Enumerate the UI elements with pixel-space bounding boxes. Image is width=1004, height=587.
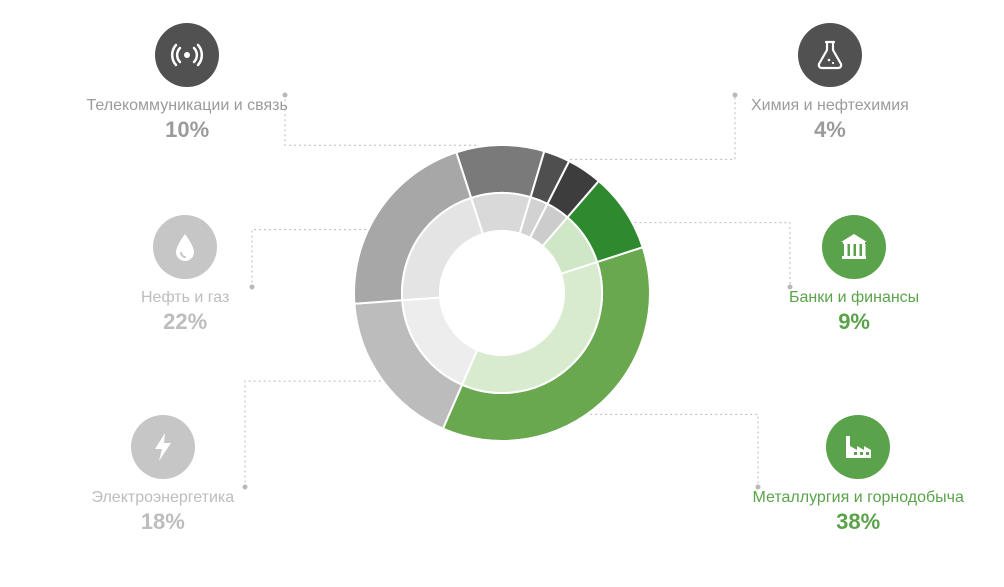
factory-icon: [826, 415, 890, 479]
connector-power: [245, 381, 381, 487]
callout-percent: 18%: [92, 509, 235, 535]
donut-infographic: Телекоммуникации и связь 10% Химия и нефт…: [0, 0, 1004, 587]
connector-chemistry: [570, 95, 735, 159]
bolt-icon: [131, 415, 195, 479]
callout-label: Электроэнергетика: [92, 489, 235, 507]
callout-telecom: Телекоммуникации и связь 10%: [87, 23, 288, 143]
callout-percent: 22%: [141, 309, 229, 335]
drop-icon: [153, 215, 217, 279]
callout-banks: Банки и финансы 9%: [789, 215, 919, 335]
donut-slices: [354, 145, 650, 441]
callout-percent: 4%: [751, 117, 909, 143]
callout-oilgas: Нефть и газ 22%: [141, 215, 229, 335]
callout-metallurgy: Металлургия и горнодобыча 38%: [753, 415, 964, 535]
callout-percent: 9%: [789, 309, 919, 335]
callout-percent: 10%: [87, 117, 288, 143]
callout-label: Металлургия и горнодобыча: [753, 489, 964, 507]
connector-oilgas: [252, 230, 366, 287]
callout-label: Банки и финансы: [789, 289, 919, 307]
callout-power: Электроэнергетика 18%: [92, 415, 235, 535]
donut-hole: [440, 231, 564, 355]
callout-label: Химия и нефтехимия: [751, 97, 909, 115]
flask-icon: [798, 23, 862, 87]
connector-dot-power: [243, 485, 248, 490]
connector-metallurgy: [590, 414, 758, 487]
callout-percent: 38%: [753, 509, 964, 535]
connector-banks: [634, 223, 790, 287]
bank-icon: [822, 215, 886, 279]
connector-dot-oilgas: [250, 285, 255, 290]
signal-icon: [155, 23, 219, 87]
callout-chemistry: Химия и нефтехимия 4%: [751, 23, 909, 143]
connector-dot-chemistry: [733, 93, 738, 98]
connector-telecom: [285, 95, 476, 145]
callout-label: Нефть и газ: [141, 289, 229, 307]
callout-label: Телекоммуникации и связь: [87, 97, 288, 115]
